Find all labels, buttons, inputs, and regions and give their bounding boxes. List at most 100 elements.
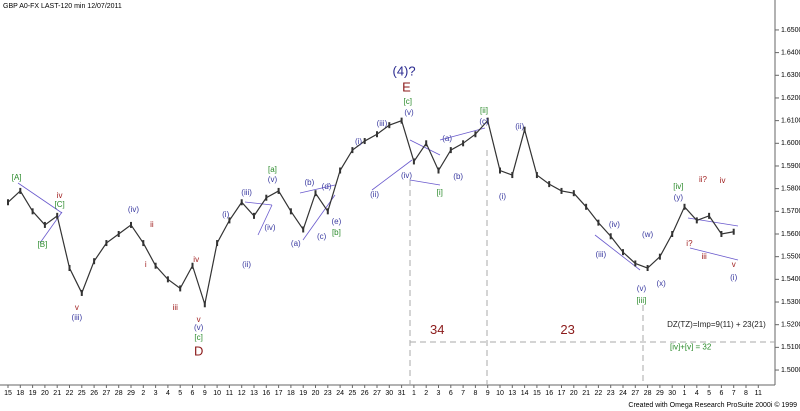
wave-label: iv [193,255,199,264]
x-tick-label: 27 [631,390,639,397]
wave-label: (iii) [596,250,607,259]
trend-line [409,139,441,156]
price-bar [585,203,588,210]
price-bar [388,122,391,129]
price-bar [363,138,366,145]
price-bar [19,187,22,194]
price-bar [351,147,354,154]
x-tick-label: 9 [203,390,207,397]
trend-line [244,201,273,206]
price-bar [720,230,723,237]
x-tick-label: 24 [336,390,344,397]
price-bar [634,260,637,267]
x-tick-label: 8 [473,390,477,397]
wave-label: (ii) [515,122,524,131]
price-bar [572,190,575,197]
x-tick-label: 14 [521,390,529,397]
x-tick-label: 1 [412,390,416,397]
y-tick-label: 1.6200 [781,95,800,102]
x-tick-label: 29 [656,390,664,397]
x-tick-label: 11 [226,390,233,397]
x-tick-label: 1 [683,390,687,397]
wave-label: (i) [730,273,737,282]
price-bar [68,265,71,272]
wave-label: DZ(TZ)=Imp=9(11) + 23(21) [667,320,766,329]
x-tick-label: 20 [41,390,49,397]
x-tick-label: 25 [349,390,357,397]
wave-label: (c) [317,232,327,241]
y-tick-label: 1.5800 [781,185,800,192]
price-bar [732,228,735,235]
wave-label: [iv] [673,182,683,191]
price-line [7,119,734,307]
wave-label: (d) [322,182,332,191]
x-tick-label: 27 [373,390,381,397]
price-bar [683,203,686,210]
x-tick-label: 11 [755,390,762,397]
trend-line [371,159,413,191]
x-tick-label: 21 [582,390,590,397]
wave-label: (i) [355,137,362,146]
price-bar [203,301,206,308]
price-bar [646,265,649,272]
price-bar [154,262,157,269]
y-tick-label: 1.5000 [781,367,800,374]
price-bar [425,140,428,147]
price-bar [253,212,255,219]
trend-lines [17,127,739,271]
y-tick-label: 1.5100 [781,344,800,351]
price-bar [326,208,329,215]
x-tick-label: 25 [78,390,86,397]
x-tick-label: 6 [719,390,723,397]
trend-line [39,211,63,244]
price-bar [462,140,465,147]
y-tick-label: 1.5600 [781,231,800,238]
wave-label: v [197,315,201,324]
price-bar [412,158,415,165]
wave-label: (a) [291,239,301,248]
wave-label: [iii] [637,296,647,305]
trend-line [257,204,273,236]
price-bar [548,181,551,188]
wave-label: (w) [642,230,653,239]
wave-label: (x) [656,279,666,288]
price-bar [105,240,108,247]
wave-label: (c) [479,117,489,126]
price-bar [523,126,526,133]
x-tick-label: 19 [299,390,307,397]
wave-label: (i) [222,210,229,219]
wave-label: (iii) [72,313,83,322]
wave-label: (a) [442,134,452,143]
price-bar [142,240,145,247]
price-bar [609,233,612,240]
wave-label: (iv) [609,220,620,229]
wave-label: (v) [268,175,278,184]
y-tick-label: 1.5200 [781,322,800,329]
x-tick-label: 13 [508,390,516,397]
wave-label: E [402,79,411,94]
wave-label: (4)? [392,63,415,78]
x-tick-label: 21 [53,390,61,397]
price-bar [671,230,674,237]
price-bar [622,249,624,256]
x-tick-label: 23 [607,390,615,397]
wave-label: (iii) [377,119,388,128]
price-bar [658,253,661,260]
wave-label: [c] [404,97,412,106]
price-bar [560,187,563,194]
x-tick-label: 22 [66,390,74,397]
price-bar [511,172,514,179]
wave-label: ii [150,220,154,229]
x-tick-label: 6 [449,390,453,397]
wave-label: (ii) [242,260,251,269]
x-tick-label: 5 [707,390,711,397]
price-bar [191,262,194,269]
wave-label: ii? [699,175,708,184]
dashed-guides [409,150,775,385]
trend-line [594,234,641,271]
price-bar [179,285,182,292]
price-bar [7,199,9,206]
x-tick-label: 22 [595,390,603,397]
wave-label: (iii) [241,188,252,197]
